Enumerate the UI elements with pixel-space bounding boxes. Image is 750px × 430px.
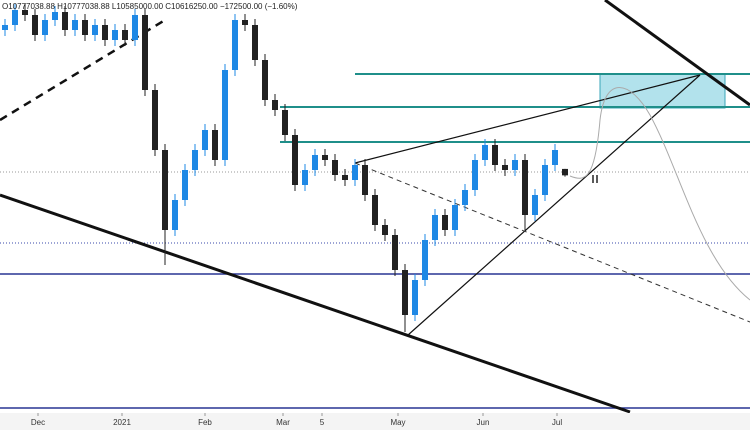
x-axis: Dec 2021 Feb Mar 5 May Jun Jul <box>31 413 562 427</box>
x-tick-label: Dec <box>31 418 45 427</box>
candle-body <box>252 25 258 60</box>
candle-body <box>482 145 488 160</box>
candle-body <box>392 235 398 270</box>
candle-body <box>512 160 518 170</box>
candle-body <box>112 30 118 40</box>
time-axis <box>0 413 750 430</box>
x-tick-label: Jul <box>552 418 562 427</box>
candle-body <box>232 20 238 70</box>
candle-body <box>62 12 68 30</box>
candle-body <box>372 195 378 225</box>
drawings <box>0 0 750 414</box>
trend-line <box>0 193 631 414</box>
candle-body <box>122 30 128 40</box>
candles <box>2 4 568 332</box>
candle-body <box>102 25 108 40</box>
candle-body <box>42 20 48 35</box>
candle-body <box>472 160 478 190</box>
candle-body <box>72 20 78 30</box>
candle-body <box>32 15 38 35</box>
candle-body <box>382 225 388 235</box>
candle-body <box>532 195 538 215</box>
candle-body <box>522 160 528 215</box>
trend-line <box>604 0 750 107</box>
candle-body <box>292 135 298 185</box>
candle-body <box>52 12 58 20</box>
candle-body <box>352 165 358 180</box>
candle-body <box>192 150 198 170</box>
ohlc-header: O10777038.88 H10777038.88 L10585000.00 C… <box>2 2 298 11</box>
candle-body <box>12 10 18 25</box>
x-tick-label: May <box>390 418 405 427</box>
candle-body <box>322 155 328 160</box>
candle-body <box>212 130 218 160</box>
candle-body <box>432 215 438 240</box>
candle-body <box>182 170 188 200</box>
candle-body <box>362 165 368 195</box>
candle-body <box>332 160 338 175</box>
target-zone <box>599 73 726 109</box>
projection-curve <box>569 87 750 301</box>
candle-body <box>92 25 98 35</box>
candle-body <box>452 205 458 230</box>
candle-body <box>402 270 408 315</box>
x-tick-label: Feb <box>198 418 212 427</box>
candle-body <box>412 280 418 315</box>
candle-body <box>462 190 468 205</box>
candle-body <box>262 60 268 100</box>
wedge-line <box>354 74 701 164</box>
candle-body <box>542 165 548 195</box>
x-tick-label: Mar <box>276 418 290 427</box>
candle-body <box>242 20 248 25</box>
dashed-projection <box>354 162 750 323</box>
candle-body <box>342 175 348 180</box>
candle-body <box>162 150 168 230</box>
candle-body <box>552 150 558 165</box>
candle-body <box>132 15 138 40</box>
candle-body <box>442 215 448 230</box>
candle-body <box>272 100 278 110</box>
x-tick-label: 2021 <box>113 418 131 427</box>
wedge-line <box>407 74 701 336</box>
x-tick-label: 5 <box>320 418 325 427</box>
candle-body <box>22 10 28 15</box>
candle-body <box>202 130 208 150</box>
x-tick-label: Jun <box>477 418 490 427</box>
candle-body <box>422 240 428 280</box>
candle-body <box>152 90 158 150</box>
candle-body <box>502 165 508 170</box>
candle-body <box>142 15 148 90</box>
candle-body <box>2 25 8 30</box>
candle-body <box>302 170 308 185</box>
candle-body <box>562 168 568 176</box>
candle-body <box>82 20 88 35</box>
candle-body <box>172 200 178 230</box>
candle-body <box>492 145 498 165</box>
candle-body <box>312 155 318 170</box>
candle-body <box>222 70 228 160</box>
candle-body <box>282 110 288 135</box>
